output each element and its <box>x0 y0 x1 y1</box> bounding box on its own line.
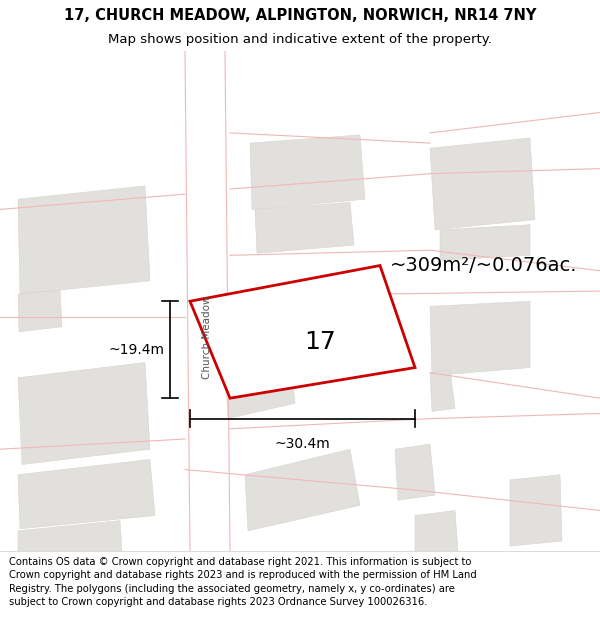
Polygon shape <box>250 135 365 209</box>
Polygon shape <box>430 369 455 411</box>
Text: Contains OS data © Crown copyright and database right 2021. This information is : Contains OS data © Crown copyright and d… <box>9 557 477 607</box>
Polygon shape <box>255 202 354 253</box>
Text: ~30.4m: ~30.4m <box>275 437 331 451</box>
Polygon shape <box>18 521 122 551</box>
Polygon shape <box>190 266 415 398</box>
Text: 17, CHURCH MEADOW, ALPINGTON, NORWICH, NR14 7NY: 17, CHURCH MEADOW, ALPINGTON, NORWICH, N… <box>64 8 536 23</box>
Polygon shape <box>18 362 150 464</box>
Text: 17: 17 <box>304 330 336 354</box>
Polygon shape <box>18 186 150 294</box>
Polygon shape <box>18 290 62 332</box>
Polygon shape <box>245 449 360 531</box>
Polygon shape <box>430 138 535 230</box>
Polygon shape <box>18 459 155 529</box>
Polygon shape <box>440 225 530 261</box>
Text: Church Meadow: Church Meadow <box>202 295 212 379</box>
Text: Map shows position and indicative extent of the property.: Map shows position and indicative extent… <box>108 34 492 46</box>
Polygon shape <box>510 475 562 546</box>
Polygon shape <box>430 301 530 376</box>
Polygon shape <box>225 352 295 419</box>
Text: ~309m²/~0.076ac.: ~309m²/~0.076ac. <box>390 256 577 275</box>
Polygon shape <box>395 444 435 500</box>
Polygon shape <box>185 51 230 551</box>
Polygon shape <box>415 511 458 551</box>
Text: ~19.4m: ~19.4m <box>109 342 165 357</box>
